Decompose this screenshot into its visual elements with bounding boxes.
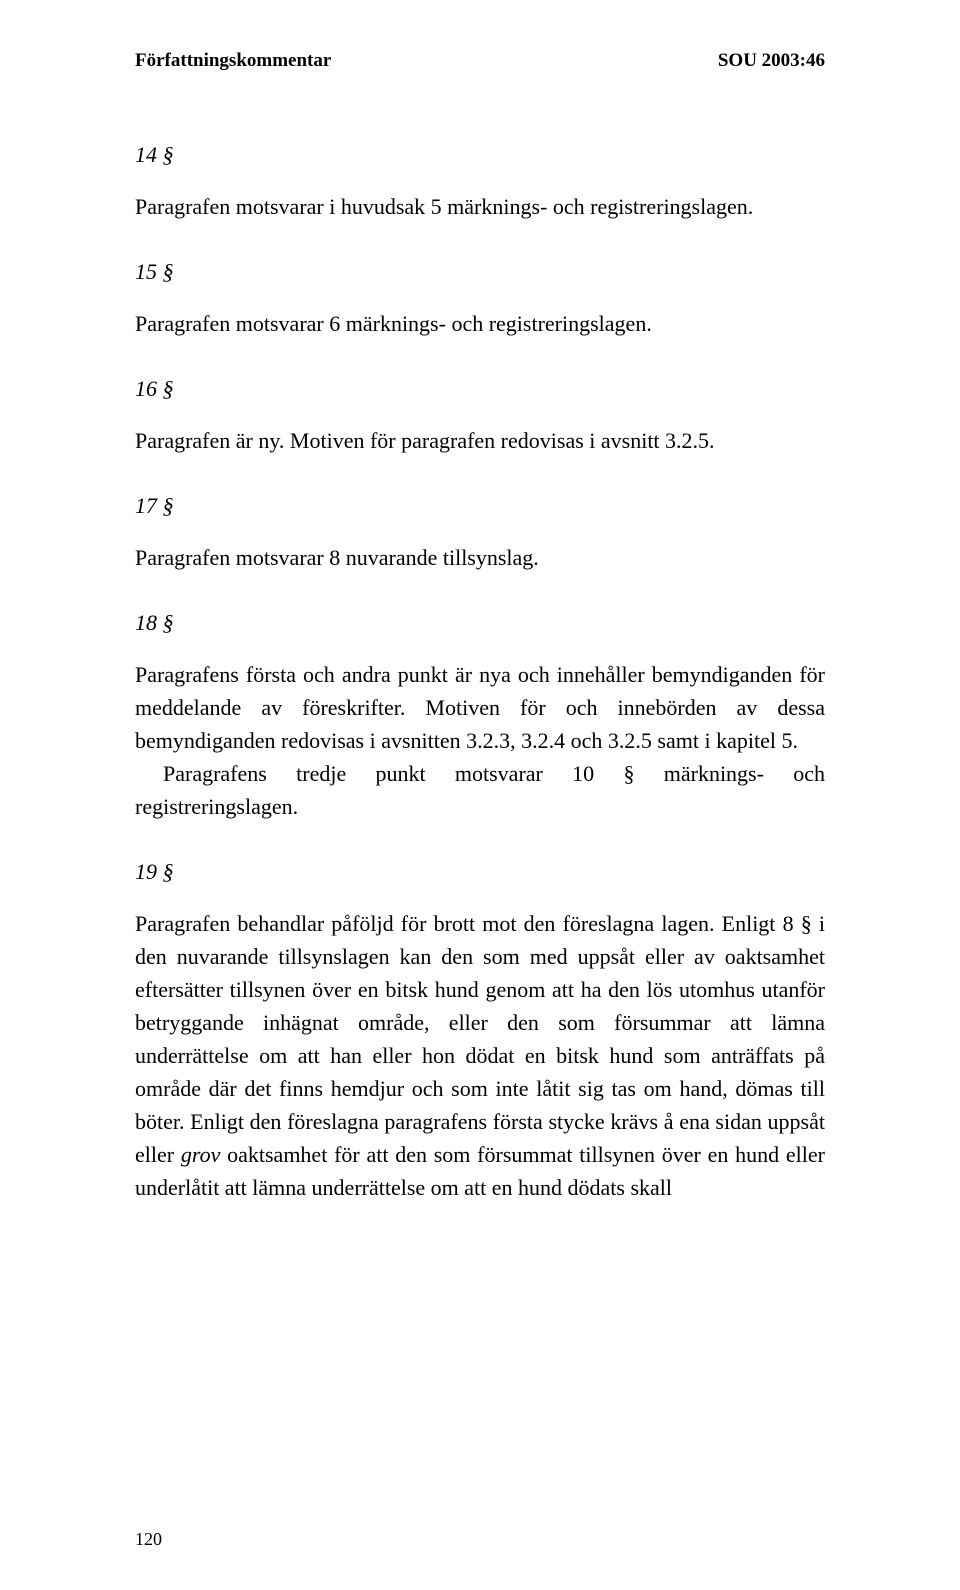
section-15-paragraph: Paragrafen motsvarar 6 märknings- och re… [135,307,825,340]
section-19-number: 19 § [135,859,825,885]
page-container: Författningskommentar SOU 2003:46 14 § P… [0,0,960,1264]
section-16-paragraph: Paragrafen är ny. Motiven för paragrafen… [135,424,825,457]
page-header: Författningskommentar SOU 2003:46 [135,50,825,72]
section-18-paragraph-2: Paragrafens tredje punkt motsvarar 10 § … [135,757,825,823]
section-16-number: 16 § [135,376,825,402]
section-17-paragraph: Paragrafen motsvarar 8 nuvarande tillsyn… [135,541,825,574]
section-18-paragraph-1: Paragrafens första och andra punkt är ny… [135,658,825,757]
section-14-number: 14 § [135,142,825,168]
section-19-text-b: oaktsamhet för att den som försummat til… [135,1142,825,1200]
section-19-text-a: Paragrafen behandlar påföljd för brott m… [135,911,825,1167]
section-15-number: 15 § [135,259,825,285]
section-19-paragraph: Paragrafen behandlar påföljd för brott m… [135,907,825,1204]
section-18-number: 18 § [135,610,825,636]
header-left: Författningskommentar [135,50,331,72]
section-14-paragraph: Paragrafen motsvarar i huvudsak 5 märkni… [135,190,825,223]
section-17-number: 17 § [135,493,825,519]
header-right: SOU 2003:46 [718,50,825,72]
page-number: 120 [135,1529,162,1550]
section-19-italic: grov [181,1142,221,1167]
